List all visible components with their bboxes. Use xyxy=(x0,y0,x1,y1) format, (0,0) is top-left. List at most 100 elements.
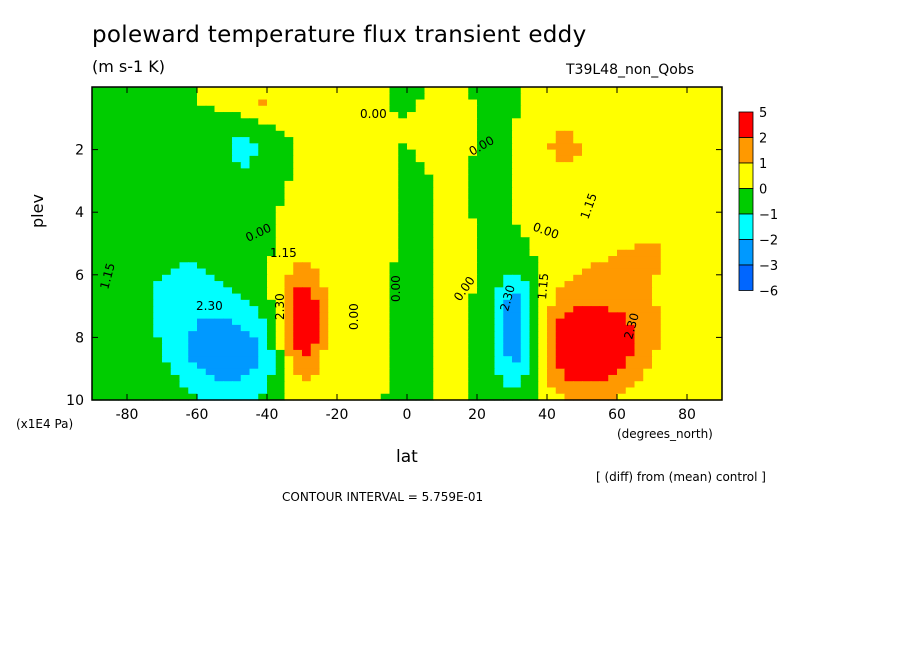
field-cell xyxy=(555,374,566,382)
field-cell xyxy=(275,381,286,389)
field-cell xyxy=(214,368,224,376)
field-cell xyxy=(223,374,233,382)
legend-swatch xyxy=(738,264,754,291)
field-cell xyxy=(144,281,154,288)
field-cell xyxy=(669,212,679,220)
field-cell xyxy=(205,287,216,295)
field-cell xyxy=(547,256,557,263)
field-cell xyxy=(450,124,461,132)
field-cell xyxy=(100,312,111,320)
field-cell xyxy=(100,324,111,332)
field-cell xyxy=(424,356,434,364)
field-cell xyxy=(354,374,364,382)
field-cell xyxy=(590,193,601,201)
field-cell xyxy=(144,306,154,313)
field-cell xyxy=(669,299,679,307)
field-cell xyxy=(389,356,399,364)
field-cell xyxy=(608,343,618,351)
field-cell xyxy=(547,137,557,144)
field-cell xyxy=(652,274,662,282)
field-cell xyxy=(328,287,338,295)
field-cell xyxy=(363,368,373,376)
field-cell xyxy=(258,281,268,288)
field-cell xyxy=(652,312,662,320)
field-cell xyxy=(547,230,557,238)
field-cell xyxy=(232,118,242,126)
field-cell xyxy=(380,124,391,132)
field-cell xyxy=(223,168,233,176)
field-cell xyxy=(669,124,679,132)
field-cell xyxy=(205,268,216,276)
field-cell xyxy=(485,281,496,288)
field-cell xyxy=(415,224,426,232)
field-cell xyxy=(704,143,714,151)
field-cell xyxy=(529,281,539,288)
field-cell xyxy=(127,193,137,201)
field-cell xyxy=(389,249,399,257)
field-cell xyxy=(267,87,277,94)
field-cell xyxy=(634,312,644,320)
field-cell xyxy=(678,287,688,295)
field-cell xyxy=(302,381,312,389)
field-cell xyxy=(118,256,128,263)
field-cell xyxy=(345,281,356,288)
field-cell xyxy=(293,349,303,357)
field-cell xyxy=(293,337,303,345)
field-cell xyxy=(704,162,714,169)
field-cell xyxy=(695,274,706,282)
field-cell xyxy=(354,343,364,351)
field-cell xyxy=(170,105,181,113)
field-cell xyxy=(284,243,294,251)
field-cell xyxy=(354,149,364,157)
field-cell xyxy=(302,337,312,345)
field-cell xyxy=(555,268,566,276)
field-cell xyxy=(223,224,233,232)
field-cell xyxy=(459,387,469,395)
field-cell xyxy=(643,249,653,257)
field-cell xyxy=(337,293,347,301)
field-cell xyxy=(354,256,364,263)
field-cell xyxy=(267,249,277,257)
field-cell xyxy=(170,393,181,401)
field-cell xyxy=(153,174,163,182)
field-cell xyxy=(293,124,303,132)
field-cell xyxy=(398,143,408,151)
field-cell xyxy=(573,343,583,351)
field-cell xyxy=(240,218,251,226)
field-cell xyxy=(197,268,207,276)
field-cell xyxy=(608,274,618,282)
field-cell xyxy=(503,268,513,276)
field-cell xyxy=(503,130,513,138)
field-cell xyxy=(468,224,478,232)
field-cell xyxy=(293,343,303,351)
field-cell xyxy=(582,212,592,220)
field-cell xyxy=(599,174,609,182)
field-cell xyxy=(100,243,111,251)
field-cell xyxy=(100,337,111,345)
field-cell xyxy=(92,287,102,295)
field-cell xyxy=(275,256,286,263)
field-cell xyxy=(643,387,653,395)
field-cell xyxy=(695,137,706,144)
field-cell xyxy=(669,362,679,370)
field-cell xyxy=(249,256,259,263)
field-cell xyxy=(214,124,224,132)
field-cell xyxy=(450,99,461,107)
field-cell xyxy=(599,387,609,395)
field-cell xyxy=(643,162,653,169)
field-cell xyxy=(608,281,618,288)
field-cell xyxy=(135,243,146,251)
field-cell xyxy=(617,218,627,226)
field-cell xyxy=(284,331,294,338)
field-cell xyxy=(669,137,679,144)
field-cell xyxy=(170,143,181,151)
field-cell xyxy=(363,299,373,307)
field-cell xyxy=(380,212,391,220)
field-cell xyxy=(485,249,496,257)
field-cell xyxy=(389,237,399,245)
field-cell xyxy=(127,99,137,107)
field-cell xyxy=(100,274,111,282)
field-cell xyxy=(205,243,216,251)
field-cell xyxy=(389,112,399,119)
